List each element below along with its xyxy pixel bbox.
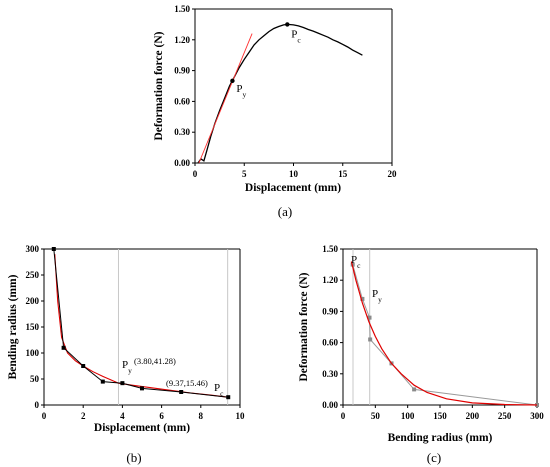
- chart-c-x-tick-label: 0: [341, 411, 346, 421]
- measured-line: [352, 264, 538, 406]
- py-label: Py: [372, 288, 382, 304]
- chart-b-y-tick-label: 150: [26, 322, 40, 332]
- chart-c-y-tick-label: 0.00: [322, 400, 338, 410]
- pc-label: Pc: [214, 382, 224, 398]
- chart-c-x-tick-label: 300: [530, 411, 544, 421]
- chart-c-y-tick-label: 1.20: [322, 275, 338, 285]
- measured-point: [120, 381, 125, 386]
- chart-a-x-tick-label: 5: [242, 169, 247, 179]
- measured-point: [360, 296, 365, 301]
- chart-b-x-tick-label: 10: [236, 411, 246, 421]
- point-py-label: Py: [236, 83, 246, 99]
- py-coordinate: (3.80,41.28): [134, 356, 176, 366]
- chart-a-panel-label: (a): [278, 204, 292, 219]
- chart-b-y-tick-label: 200: [26, 296, 40, 306]
- chart-a-y-tick-label: 0.60: [174, 96, 190, 106]
- measured-point: [81, 364, 86, 368]
- chart-a: 0 5 10 15 20 0.00 0.30 0.60 0.90 1.20 1.50 Py Pc Di…: [153, 4, 397, 219]
- chart-a-y-tick-label: 0.30: [174, 127, 190, 137]
- chart-c-panel-label: (c): [427, 450, 441, 465]
- chart-a-y-tick-label: 0.90: [174, 66, 190, 76]
- chart-a-y-tick-label: 1.50: [174, 4, 190, 14]
- force-displacement-curve: [197, 23, 363, 164]
- chart-c: 0 50 100 150 200 250 300 0.00 0.30 0.60 0.90 1.20 1.…: [298, 244, 544, 465]
- chart-b-y-label: Bending radius (mm): [7, 274, 19, 379]
- chart-b-x-tick-label: 6: [159, 411, 164, 421]
- chart-c-y-label: Deformation force (N): [298, 272, 310, 381]
- chart-a-x-tick-label: 15: [338, 169, 348, 179]
- chart-b-x-tick-label: 4: [120, 411, 125, 421]
- measured-line: [53, 248, 229, 398]
- pc-coordinate: (9.37,15.46): [166, 378, 208, 388]
- measured-point: [179, 390, 184, 394]
- chart-c-y-tick-label: 1.50: [322, 244, 338, 254]
- chart-b-x-tick-label: 0: [42, 411, 47, 421]
- chart-c-x-tick-label: 100: [401, 411, 415, 421]
- chart-a-x-tick-label: 10: [289, 169, 299, 179]
- chart-c-y-tick-label: 0.30: [322, 369, 338, 379]
- chart-a-y-label: Deformation force (N): [153, 31, 165, 140]
- chart-b-panel-label: (b): [126, 450, 141, 465]
- chart-c-x-tick-label: 150: [433, 411, 447, 421]
- pc-label: Pc: [351, 254, 361, 270]
- chart-c-y-tick-label: 0.60: [322, 338, 338, 348]
- measured-point: [51, 247, 56, 251]
- measured-point: [412, 387, 417, 392]
- chart-a-y-tick-label: 1.20: [174, 35, 190, 45]
- chart-c-x-tick-label: 200: [466, 411, 480, 421]
- fit-curve: [54, 254, 229, 398]
- chart-b-y-tick-label: 300: [26, 244, 40, 254]
- chart-a-y-tick-label: 0.00: [174, 158, 190, 168]
- measured-point: [368, 337, 373, 342]
- py-label: Py: [122, 359, 132, 375]
- chart-b-x-tick-label: 8: [199, 411, 204, 421]
- chart-a-x-tick-label: 20: [388, 169, 398, 179]
- point-pc-label: Pc: [291, 28, 301, 44]
- chart-c-x-label: Bending radius (mm): [388, 432, 493, 444]
- point-py: [230, 78, 235, 84]
- measured-point: [140, 386, 144, 391]
- chart-b-y-tick-label: 50: [30, 374, 40, 384]
- measured-point: [61, 345, 66, 350]
- chart-a-x-label: Displacement (mm): [245, 182, 341, 194]
- measured-point: [367, 315, 372, 320]
- chart-a-x-tick-label: 0: [193, 169, 198, 179]
- fit-curve: [350, 261, 538, 406]
- chart-b-y-tick-label: 250: [26, 270, 40, 280]
- chart-c-y-tick-label: 0.90: [322, 306, 338, 316]
- point-pc: [285, 22, 290, 27]
- chart-b-y-tick-label: 100: [26, 348, 40, 358]
- measured-point: [226, 395, 231, 400]
- tangent-line: [198, 33, 253, 164]
- chart-b-y-tick-label: 0: [35, 400, 40, 410]
- measured-point: [100, 379, 105, 384]
- chart-b-x-tick-label: 2: [81, 411, 86, 421]
- chart-c-x-tick-label: 250: [498, 411, 512, 421]
- chart-b-x-label: Displacement (mm): [94, 422, 190, 434]
- chart-c-x-tick-label: 50: [371, 411, 381, 421]
